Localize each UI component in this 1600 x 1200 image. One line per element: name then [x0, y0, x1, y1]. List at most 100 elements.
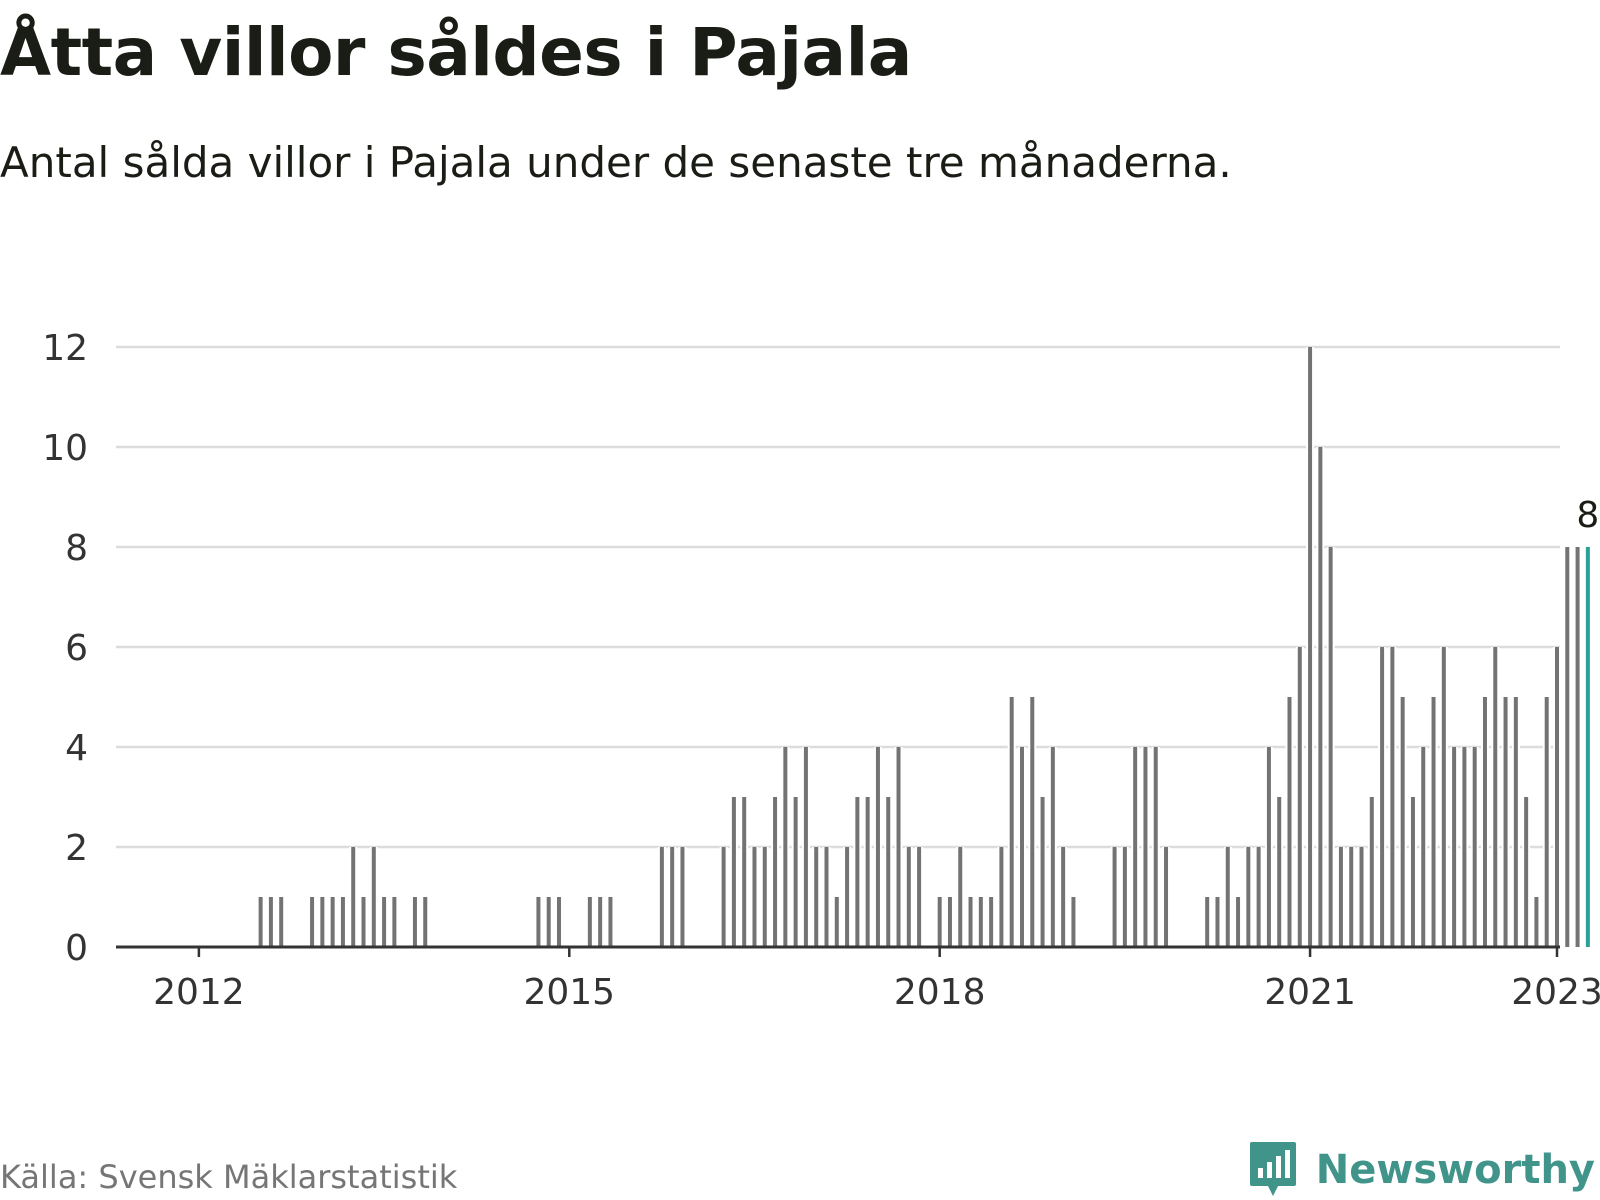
bar [1359, 847, 1364, 947]
bar [1009, 697, 1014, 947]
bar [1256, 847, 1261, 947]
bar [947, 897, 952, 947]
x-tick-label: 2015 [523, 972, 615, 1013]
bar [1308, 347, 1313, 947]
bar [361, 897, 366, 947]
bar [1164, 847, 1169, 947]
bar [855, 797, 860, 947]
bar [875, 747, 880, 947]
bar [917, 847, 922, 947]
brand-name: Newsworthy [1315, 1147, 1595, 1193]
bar [989, 897, 994, 947]
data-label-latest: 8 [1576, 495, 1599, 536]
bar [587, 897, 592, 947]
bar [978, 897, 983, 947]
bar [1390, 647, 1395, 947]
bar [1534, 897, 1539, 947]
bar [330, 897, 335, 947]
bar [1544, 697, 1549, 947]
bar [958, 847, 963, 947]
bar [731, 797, 736, 947]
bar [1205, 897, 1210, 947]
chart-subtitle: Antal sålda villor i Pajala under de sen… [0, 138, 1232, 187]
bar-series [256, 347, 1592, 947]
bar [896, 747, 901, 947]
bar [1112, 847, 1117, 947]
bar [1061, 847, 1066, 947]
bar [937, 897, 942, 947]
bar [1575, 547, 1580, 947]
data-labels: 8 [1576, 495, 1599, 536]
bar [392, 897, 397, 947]
bar [351, 847, 356, 947]
bar [268, 897, 273, 947]
x-tick-label: 2023 [1511, 972, 1600, 1013]
source-note: Källa: Svensk Mäklarstatistik [0, 1158, 458, 1196]
x-axis-ticks: 2012 2015 2018 2021 2023 [153, 947, 1600, 1013]
chart-title: Åtta villor såldes i Pajala [0, 14, 912, 91]
bar [1266, 747, 1271, 947]
bar [546, 897, 551, 947]
bar [834, 897, 839, 947]
bar-highlight [1585, 547, 1590, 947]
bar [1328, 547, 1333, 947]
bar [1524, 797, 1529, 947]
bar-chart: 0 2 4 6 8 10 12 2012 2015 2018 2021 2023 8 [42, 328, 1600, 1013]
bar [1287, 697, 1292, 947]
bar [1565, 547, 1570, 947]
bar [1297, 647, 1302, 947]
bar [1493, 647, 1498, 947]
bar [1503, 697, 1508, 947]
bar [340, 897, 345, 947]
bar [320, 897, 325, 947]
bar [721, 847, 726, 947]
x-tick-label: 2018 [894, 972, 986, 1013]
bar [803, 747, 808, 947]
bar [423, 897, 428, 947]
bar [1122, 847, 1127, 947]
y-tick-label: 0 [65, 928, 88, 969]
bar [598, 897, 603, 947]
bar [608, 897, 613, 947]
bar [1040, 797, 1045, 947]
bar [1277, 797, 1282, 947]
bar [814, 847, 819, 947]
bar [1338, 847, 1343, 947]
bar [1143, 747, 1148, 947]
bar [310, 897, 315, 947]
bar [1215, 897, 1220, 947]
bar [279, 897, 284, 947]
bar [845, 847, 850, 947]
bar [1369, 797, 1374, 947]
bar [412, 897, 417, 947]
bar [1380, 647, 1385, 947]
bar [680, 847, 685, 947]
bar [865, 797, 870, 947]
bar [1246, 847, 1251, 947]
bar [536, 897, 541, 947]
bar [906, 847, 911, 947]
y-tick-label: 2 [65, 828, 88, 869]
bar-chart-speech-bubble-icon [1249, 1142, 1296, 1196]
bar [1133, 747, 1138, 947]
bar [999, 847, 1004, 947]
bar [1050, 747, 1055, 947]
bar [1071, 897, 1076, 947]
bar [1019, 747, 1024, 947]
bar [742, 797, 747, 947]
bar [1030, 697, 1035, 947]
x-tick-label: 2012 [153, 972, 245, 1013]
bar [382, 897, 387, 947]
bar [670, 847, 675, 947]
bar [1513, 697, 1518, 947]
bar [1400, 697, 1405, 947]
bar [1482, 697, 1487, 947]
y-axis-ticks: 0 2 4 6 8 10 12 [42, 328, 88, 969]
y-tick-label: 8 [65, 528, 88, 569]
bar [1410, 797, 1415, 947]
bar [1349, 847, 1354, 947]
y-tick-label: 6 [65, 628, 88, 669]
brand-logo[interactable]: Newsworthy [1248, 1140, 1595, 1200]
y-tick-label: 10 [42, 428, 88, 469]
bar [783, 747, 788, 947]
